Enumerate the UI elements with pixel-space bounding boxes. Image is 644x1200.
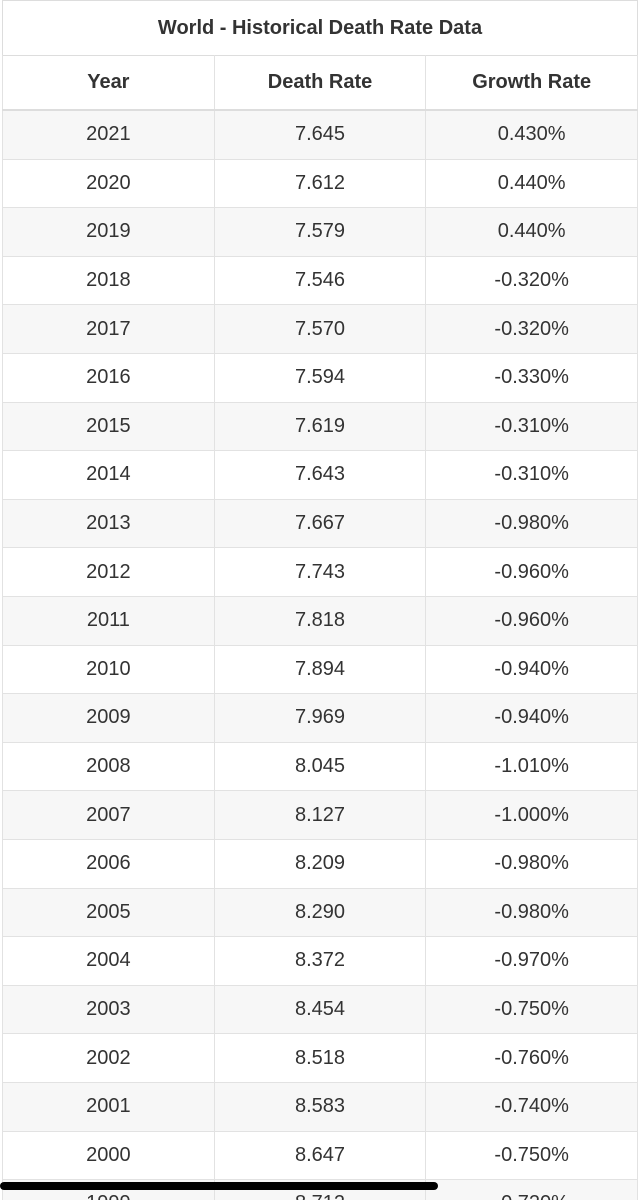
table-cell: 0.440% <box>425 208 638 256</box>
table-cell: 2018 <box>2 256 214 305</box>
table-cell: 2012 <box>2 548 214 596</box>
table-cell: 2021 <box>2 111 214 159</box>
table-row: 2018 7.546 -0.320% <box>2 256 638 306</box>
table-cell: -0.330% <box>425 354 638 402</box>
table-cell: 7.894 <box>213 645 426 694</box>
table-cell: -0.320% <box>425 256 638 305</box>
table-cell: 7.969 <box>213 694 426 742</box>
table-cell: 2007 <box>2 791 214 839</box>
table-row: 2009 7.969 -0.940% <box>2 694 638 743</box>
table-cell: -0.960% <box>425 597 638 645</box>
table-cell: 2020 <box>2 159 214 208</box>
table-cell: 2006 <box>2 840 214 888</box>
table-cell: 2016 <box>2 354 214 402</box>
table-row: 2007 8.127 -1.000% <box>2 791 638 840</box>
table-cell: 2005 <box>2 888 214 937</box>
header-cell: Year <box>2 55 214 109</box>
table-cell: -0.310% <box>425 451 638 499</box>
table-cell: -0.310% <box>425 402 638 451</box>
table-cell: 2001 <box>2 1083 214 1131</box>
table-cell: -0.320% <box>425 305 638 353</box>
table-row: 2019 7.579 0.440% <box>2 208 638 257</box>
table-cell: -0.750% <box>425 985 638 1034</box>
table-cell: 2008 <box>2 742 214 791</box>
table-row: 2003 8.454 -0.750% <box>2 985 638 1035</box>
table-cell: 0.440% <box>425 159 638 208</box>
table-row: 2006 8.209 -0.980% <box>2 840 638 889</box>
table-cell: 7.643 <box>213 451 426 499</box>
table-cell: 1999 <box>2 1180 214 1200</box>
table-cell: -0.740% <box>425 1083 638 1131</box>
table-row: 2010 7.894 -0.940% <box>2 645 638 695</box>
table-cell: 8.454 <box>213 985 426 1034</box>
table-cell: -0.760% <box>425 1034 638 1082</box>
table-cell: 2010 <box>2 645 214 694</box>
table-row: 2021 7.645 0.430% <box>2 111 638 160</box>
table-cell: 2002 <box>2 1034 214 1082</box>
table-row: 2005 8.290 -0.980% <box>2 888 638 938</box>
table-cell: 7.818 <box>213 597 426 645</box>
table-row: 2020 7.612 0.440% <box>2 159 638 209</box>
table-cell: 0.430% <box>425 111 638 159</box>
table-row: 2015 7.619 -0.310% <box>2 402 638 452</box>
table-cell: 2003 <box>2 985 214 1034</box>
table-row: 2002 8.518 -0.760% <box>2 1034 638 1083</box>
table-row: 2012 7.743 -0.960% <box>2 548 638 597</box>
table-cell: 7.612 <box>213 159 426 208</box>
table-cell: -1.010% <box>425 742 638 791</box>
header-cell: Death Rate <box>213 55 426 109</box>
table-cell: -0.940% <box>425 694 638 742</box>
home-indicator <box>0 1182 438 1190</box>
table-cell: 8.518 <box>213 1034 426 1082</box>
table-cell: 2014 <box>2 451 214 499</box>
table-cell: 7.594 <box>213 354 426 402</box>
table-cell: 7.743 <box>213 548 426 596</box>
table-row: 2014 7.643 -0.310% <box>2 451 638 500</box>
table-cell: 2011 <box>2 597 214 645</box>
header-row: Year Death Rate Growth Rate <box>2 55 638 111</box>
table-cell: 2004 <box>2 937 214 985</box>
table-cell: 7.579 <box>213 208 426 256</box>
table-row: 2016 7.594 -0.330% <box>2 354 638 403</box>
table-row: 2001 8.583 -0.740% <box>2 1083 638 1132</box>
table-cell: 8.127 <box>213 791 426 839</box>
table-row: 2017 7.570 -0.320% <box>2 305 638 354</box>
table-row: 2000 8.647 -0.750% <box>2 1131 638 1181</box>
table-cell: 2000 <box>2 1131 214 1180</box>
table-cell: 7.645 <box>213 111 426 159</box>
table-cell: -0.980% <box>425 499 638 548</box>
table-cell: 8.583 <box>213 1083 426 1131</box>
table-row: 2004 8.372 -0.970% <box>2 937 638 986</box>
table-cell: 8.712 <box>213 1180 426 1200</box>
table-cell: 7.619 <box>213 402 426 451</box>
table-cell: 2017 <box>2 305 214 353</box>
table-cell: -0.720% <box>425 1180 638 1200</box>
table-cell: 8.045 <box>213 742 426 791</box>
table-cell: -0.960% <box>425 548 638 596</box>
table-row: 2013 7.667 -0.980% <box>2 499 638 549</box>
table-cell: -1.000% <box>425 791 638 839</box>
header-cell: Growth Rate <box>425 55 638 109</box>
table-cell: -0.940% <box>425 645 638 694</box>
table-row: 2008 8.045 -1.010% <box>2 742 638 792</box>
table-cell: 2015 <box>2 402 214 451</box>
table-cell: -0.750% <box>425 1131 638 1180</box>
table-cell: 8.647 <box>213 1131 426 1180</box>
table-cell: 2019 <box>2 208 214 256</box>
table-row: 2011 7.818 -0.960% <box>2 597 638 646</box>
table-cell: 2013 <box>2 499 214 548</box>
table-cell: -0.970% <box>425 937 638 985</box>
table-cell: 7.570 <box>213 305 426 353</box>
table-cell: 8.209 <box>213 840 426 888</box>
table-cell: 7.667 <box>213 499 426 548</box>
table-cell: 8.290 <box>213 888 426 937</box>
table-title: World - Historical Death Rate Data <box>2 0 638 56</box>
table-cell: 2009 <box>2 694 214 742</box>
table-cell: -0.980% <box>425 888 638 937</box>
table-cell: 7.546 <box>213 256 426 305</box>
table-cell: 8.372 <box>213 937 426 985</box>
table-cell: -0.980% <box>425 840 638 888</box>
